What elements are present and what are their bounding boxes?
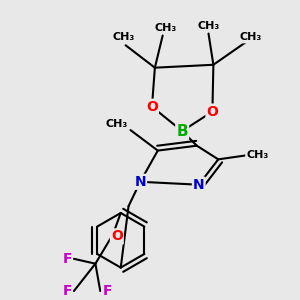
Text: CH₃: CH₃ xyxy=(239,32,262,43)
Text: CH₃: CH₃ xyxy=(197,21,220,31)
Text: N: N xyxy=(134,175,146,189)
Text: CH₃: CH₃ xyxy=(154,23,177,33)
Text: N: N xyxy=(193,178,205,192)
Text: O: O xyxy=(146,100,158,114)
Text: O: O xyxy=(111,230,123,243)
Text: CH₃: CH₃ xyxy=(246,151,268,160)
Text: O: O xyxy=(206,105,218,118)
Text: CH₃: CH₃ xyxy=(106,119,128,129)
Text: F: F xyxy=(102,284,112,298)
Text: F: F xyxy=(62,284,72,298)
Text: CH₃: CH₃ xyxy=(112,32,135,43)
Text: F: F xyxy=(62,252,72,266)
Text: B: B xyxy=(176,124,188,139)
